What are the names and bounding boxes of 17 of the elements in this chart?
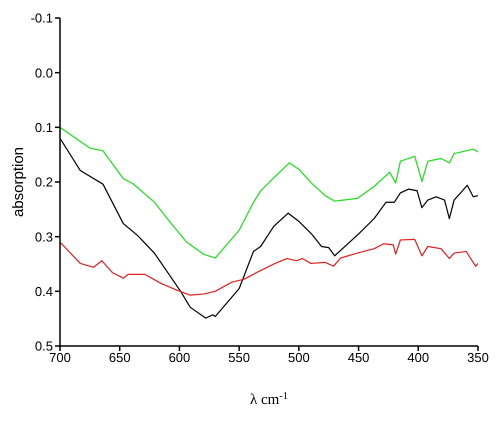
- x-tick-label: 400: [407, 350, 430, 366]
- x-tick-label: 350: [467, 350, 489, 366]
- y-tick-label: 0.2: [34, 174, 53, 190]
- x-tick-label: 650: [108, 350, 131, 366]
- x-tick-label: 500: [288, 350, 310, 366]
- line-series: [60, 126, 478, 259]
- x-tick-label: 550: [228, 350, 250, 366]
- x-axis-title: λ cm$^{-1}$: [250, 390, 288, 408]
- y-tick-label: 0.1: [34, 120, 53, 135]
- y-tick-label: 0.0: [34, 65, 53, 80]
- y-tick-label: 0.4: [34, 284, 53, 299]
- y-axis-title: absorption: [10, 146, 26, 218]
- y-tick-label: -0.1: [30, 10, 53, 26]
- x-tick-label: 600: [168, 350, 190, 366]
- line-series: [60, 238, 478, 296]
- x-tick-label: 450: [348, 350, 370, 366]
- y-tick-label: 0.3: [34, 229, 53, 244]
